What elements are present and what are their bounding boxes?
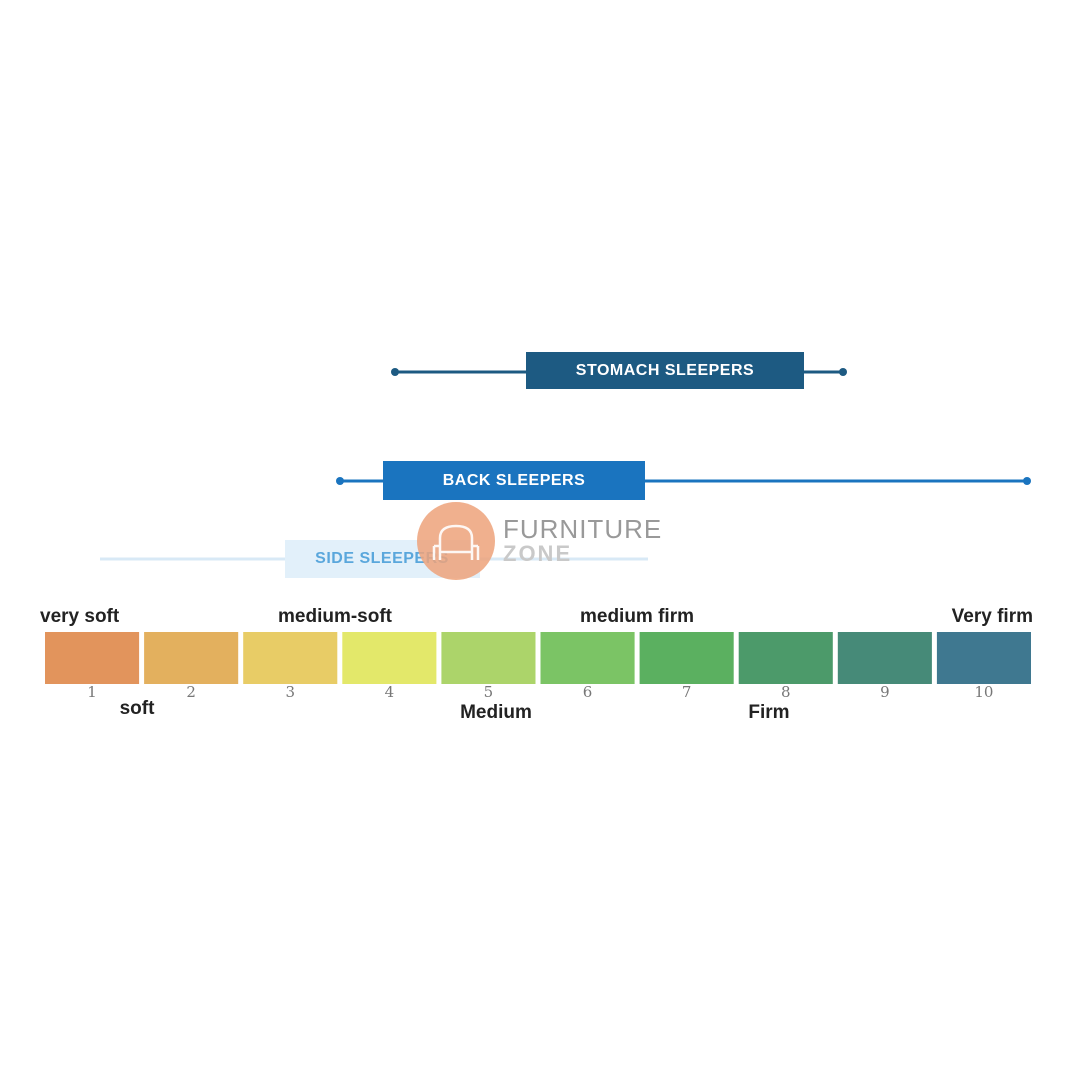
level-number: 8 — [781, 683, 791, 701]
sleeper-box — [526, 352, 804, 389]
watermark-icon — [432, 524, 480, 560]
level-box — [936, 632, 1031, 684]
level-box — [342, 632, 437, 684]
level-box — [45, 632, 140, 684]
range-end — [336, 477, 344, 485]
top-label: very soft — [40, 606, 120, 627]
level-number: 6 — [583, 683, 593, 701]
level-box — [144, 632, 239, 684]
level-number: 7 — [682, 683, 692, 701]
level-number: 9 — [880, 683, 890, 701]
watermark-logo — [417, 502, 495, 580]
level-box — [639, 632, 734, 684]
sleeper-box — [383, 461, 645, 500]
range-end — [1023, 477, 1031, 485]
level-number: 3 — [285, 683, 295, 701]
top-label: medium firm — [580, 606, 694, 627]
level-box — [837, 632, 932, 684]
watermark-text: ZONE — [503, 541, 572, 566]
sleeper-label: SIDE SLEEPERS — [315, 550, 449, 567]
firmness-scale: 1 2 3 4 5 6 7 8 9 10 — [45, 632, 1031, 701]
sleeper-label: STOMACH SLEEPERS — [576, 362, 754, 379]
level-box — [540, 632, 635, 684]
bottom-label: soft — [120, 698, 156, 719]
watermark-text: FURNITURE — [503, 514, 662, 544]
top-label: Very firm — [952, 606, 1033, 627]
bottom-label: Medium — [460, 702, 532, 723]
top-label: medium-soft — [278, 606, 393, 627]
level-number: 10 — [974, 683, 993, 701]
level-box — [738, 632, 833, 684]
level-number: 4 — [385, 683, 395, 701]
level-box — [441, 632, 536, 684]
sleeper-label: BACK SLEEPERS — [443, 472, 586, 489]
level-number: 5 — [484, 683, 494, 701]
range-end — [839, 368, 847, 376]
level-number: 2 — [186, 683, 196, 701]
level-box — [243, 632, 338, 684]
level-number: 1 — [87, 683, 97, 701]
range-end — [391, 368, 399, 376]
bottom-label: Firm — [748, 702, 789, 723]
